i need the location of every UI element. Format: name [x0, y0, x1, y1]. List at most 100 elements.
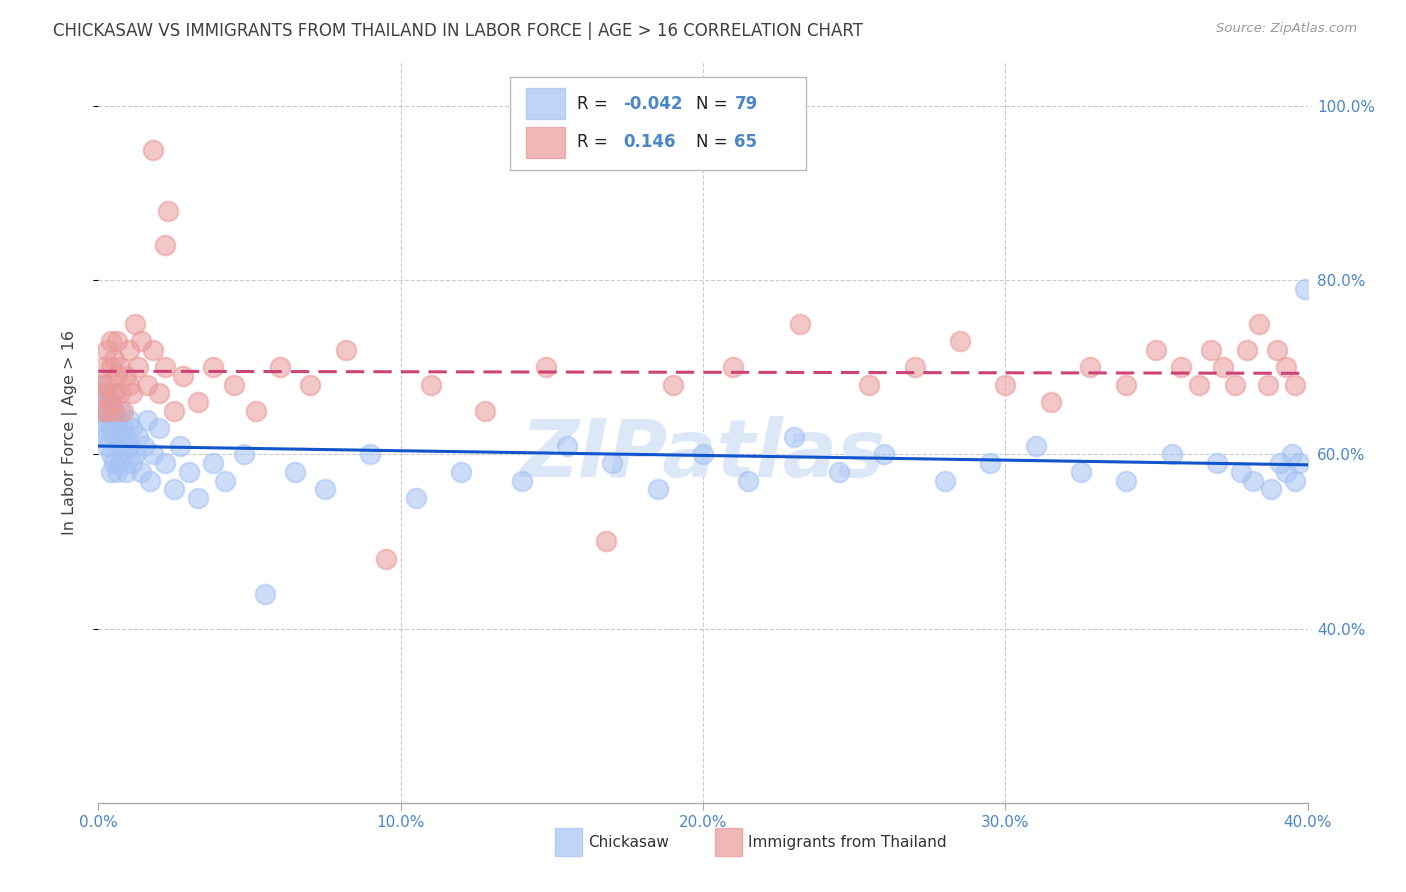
Text: CHICKASAW VS IMMIGRANTS FROM THAILAND IN LABOR FORCE | AGE > 16 CORRELATION CHAR: CHICKASAW VS IMMIGRANTS FROM THAILAND IN…: [53, 22, 863, 40]
Point: [789, 317, 811, 331]
Point: [90, 412, 112, 426]
Point: [108, 456, 131, 470]
Point: [90, 386, 112, 401]
Point: [93, 377, 115, 392]
Point: [121, 421, 143, 435]
Point: [105, 439, 128, 453]
Point: [93, 404, 115, 418]
Point: [1294, 282, 1316, 296]
Point: [335, 343, 357, 357]
Point: [153, 456, 176, 470]
Point: [93, 421, 115, 435]
Point: [1275, 465, 1298, 479]
Point: [737, 474, 759, 488]
Point: [169, 439, 191, 453]
Point: [111, 421, 134, 435]
Point: [858, 377, 880, 392]
Point: [96, 404, 118, 418]
Point: [1223, 377, 1246, 392]
Point: [103, 351, 125, 366]
FancyBboxPatch shape: [526, 127, 565, 158]
Point: [1039, 395, 1062, 409]
Point: [103, 430, 125, 444]
FancyBboxPatch shape: [716, 828, 742, 856]
Point: [1078, 360, 1101, 375]
Text: 0.146: 0.146: [623, 134, 676, 152]
Point: [100, 395, 122, 409]
Point: [723, 360, 745, 375]
Point: [105, 369, 128, 384]
Point: [103, 386, 125, 401]
Point: [1144, 343, 1167, 357]
Point: [510, 474, 533, 488]
Point: [121, 456, 143, 470]
Point: [142, 343, 165, 357]
Point: [103, 404, 125, 418]
Point: [994, 377, 1017, 392]
Point: [1115, 474, 1137, 488]
Point: [232, 447, 254, 461]
Point: [269, 360, 291, 375]
Point: [534, 360, 557, 375]
Point: [1070, 465, 1092, 479]
Text: Immigrants from Thailand: Immigrants from Thailand: [748, 835, 946, 849]
Point: [172, 369, 194, 384]
Point: [245, 404, 267, 418]
Point: [121, 386, 143, 401]
Point: [118, 343, 141, 357]
Point: [1170, 360, 1192, 375]
Text: R =: R =: [578, 95, 613, 113]
Point: [1188, 377, 1211, 392]
Point: [103, 456, 125, 470]
Point: [135, 377, 157, 392]
Point: [93, 360, 115, 375]
Point: [474, 404, 496, 418]
Point: [118, 377, 141, 392]
Point: [132, 439, 155, 453]
Point: [139, 474, 162, 488]
Point: [360, 447, 382, 461]
Point: [187, 491, 209, 505]
Point: [873, 447, 896, 461]
Text: -0.042: -0.042: [623, 95, 683, 113]
Point: [96, 343, 118, 357]
Point: [1249, 317, 1271, 331]
Point: [118, 412, 141, 426]
Point: [179, 465, 201, 479]
Point: [602, 456, 624, 470]
Point: [1115, 377, 1137, 392]
Point: [127, 360, 149, 375]
Point: [127, 430, 149, 444]
Text: ZIPatlas: ZIPatlas: [520, 416, 886, 494]
Point: [105, 334, 128, 348]
Point: [100, 447, 122, 461]
Point: [224, 377, 246, 392]
Point: [103, 404, 125, 418]
Text: 79: 79: [734, 95, 758, 113]
Point: [1275, 360, 1298, 375]
Point: [595, 534, 617, 549]
Point: [1267, 343, 1289, 357]
Point: [114, 465, 136, 479]
Point: [374, 552, 396, 566]
Text: Chickasaw: Chickasaw: [588, 835, 669, 849]
Text: R =: R =: [578, 134, 619, 152]
Text: N =: N =: [696, 95, 733, 113]
Point: [1284, 377, 1306, 392]
Point: [100, 395, 122, 409]
Point: [1236, 343, 1258, 357]
Point: [420, 377, 443, 392]
Point: [284, 465, 307, 479]
Point: [96, 377, 118, 392]
Point: [1160, 447, 1182, 461]
Point: [904, 360, 927, 375]
Point: [253, 587, 276, 601]
Point: [118, 439, 141, 453]
Point: [114, 369, 136, 384]
Point: [214, 474, 236, 488]
Point: [163, 482, 186, 496]
Point: [108, 360, 131, 375]
Point: [555, 439, 578, 453]
Point: [202, 456, 225, 470]
Point: [187, 395, 209, 409]
